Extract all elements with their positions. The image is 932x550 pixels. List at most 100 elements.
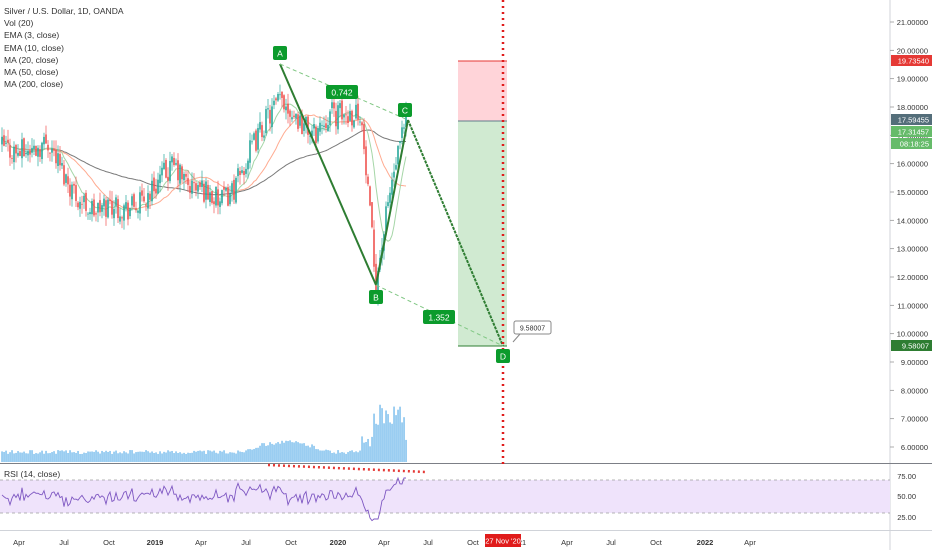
candle bbox=[91, 198, 93, 222]
candle bbox=[219, 197, 221, 215]
candle bbox=[73, 181, 75, 194]
price-tick-label: 12.00000 bbox=[897, 273, 928, 282]
candle bbox=[49, 152, 51, 162]
volume-bar bbox=[225, 453, 227, 462]
candle bbox=[189, 180, 191, 200]
candle bbox=[103, 194, 105, 216]
volume-bar bbox=[299, 443, 301, 462]
candle bbox=[399, 140, 401, 150]
candle bbox=[55, 140, 57, 169]
candle bbox=[57, 145, 59, 174]
volume-bar bbox=[283, 442, 285, 462]
point-b-label[interactable]: B bbox=[369, 290, 383, 304]
volume-bar bbox=[317, 449, 319, 462]
ratio-badge-1352[interactable]: 1.352 bbox=[423, 310, 455, 324]
volume-bar bbox=[43, 453, 45, 462]
volume-bar bbox=[135, 452, 137, 462]
volume-bar bbox=[181, 453, 183, 462]
point-a-label[interactable]: A bbox=[273, 46, 287, 60]
point-d-label[interactable]: D bbox=[496, 349, 510, 363]
volume-bar bbox=[39, 452, 41, 462]
volume-bar bbox=[303, 443, 305, 462]
volume-bar bbox=[395, 415, 397, 462]
candle bbox=[37, 145, 39, 167]
volume-bar bbox=[377, 424, 379, 462]
candle bbox=[271, 98, 273, 134]
volume-bar bbox=[89, 451, 91, 462]
point-a-text: A bbox=[277, 49, 283, 59]
symbol-title[interactable]: Silver / U.S. Dollar, 1D, OANDA bbox=[4, 6, 124, 16]
volume-bar bbox=[117, 453, 119, 462]
candle bbox=[223, 181, 225, 197]
candle bbox=[145, 202, 147, 211]
candle bbox=[281, 91, 283, 108]
volume-bar bbox=[25, 453, 27, 462]
candle bbox=[391, 172, 393, 201]
candle bbox=[263, 130, 265, 141]
volume-bar bbox=[201, 451, 203, 462]
volume-bar bbox=[329, 450, 331, 462]
time-cursor-badge: 27 Nov '20 bbox=[485, 534, 521, 547]
stop-loss-zone[interactable] bbox=[458, 61, 507, 121]
volume-bar bbox=[285, 440, 287, 462]
candle bbox=[329, 109, 331, 132]
candle bbox=[35, 145, 37, 157]
candle bbox=[367, 173, 369, 187]
rsi-axis[interactable]: 75.00 50.00 25.00 bbox=[897, 472, 916, 522]
indicator-ma20[interactable]: MA (20, close) bbox=[4, 54, 59, 65]
rsi-legend[interactable]: RSI (14, close) bbox=[4, 469, 61, 479]
volume-bar bbox=[323, 450, 325, 462]
time-tick-label: Jul bbox=[423, 538, 433, 547]
candle bbox=[335, 102, 337, 135]
indicator-ema10[interactable]: EMA (10, close) bbox=[4, 42, 64, 53]
candle bbox=[227, 183, 229, 207]
candle bbox=[133, 192, 135, 210]
time-axis[interactable]: Apr Jul Oct 2019 Apr Jul Oct 2020 Apr Jul Oct 21 Apr… bbox=[13, 538, 756, 547]
leg-ab bbox=[279, 63, 377, 286]
volume-bar bbox=[399, 406, 401, 462]
volume-bar bbox=[53, 451, 55, 462]
candle bbox=[165, 158, 167, 179]
volume-bar bbox=[173, 453, 175, 462]
candle bbox=[225, 186, 227, 193]
time-tick-label: Jul bbox=[59, 538, 69, 547]
volume-bar bbox=[129, 450, 131, 462]
indicator-ma200[interactable]: MA (200, close) bbox=[4, 79, 64, 90]
volume-bar bbox=[23, 451, 25, 462]
candle bbox=[363, 118, 365, 155]
ratio-1352-text: 1.352 bbox=[428, 313, 450, 323]
volume-bar bbox=[5, 450, 7, 462]
candle bbox=[83, 192, 85, 209]
volume-bar bbox=[401, 422, 403, 462]
candle bbox=[289, 108, 291, 127]
indicator-ema3[interactable]: EMA (3, close) bbox=[4, 30, 60, 41]
volume-bar bbox=[121, 453, 123, 462]
indicator-ma50[interactable]: MA (50, close) bbox=[4, 67, 59, 78]
target-callout[interactable]: 9.58007 bbox=[512, 320, 552, 343]
ratio-badge-0742[interactable]: 0.742 bbox=[326, 85, 358, 99]
candle bbox=[9, 138, 11, 166]
candle bbox=[17, 144, 19, 158]
volume-bar bbox=[35, 453, 37, 462]
candle bbox=[239, 166, 241, 185]
volume-bar bbox=[217, 453, 219, 462]
take-profit-zone[interactable] bbox=[458, 121, 507, 346]
candle bbox=[211, 191, 213, 205]
volume-bar bbox=[153, 452, 155, 462]
point-c-label[interactable]: C bbox=[398, 103, 412, 117]
volume-bar bbox=[253, 448, 255, 462]
candle bbox=[349, 103, 351, 122]
candle bbox=[153, 171, 155, 199]
volume-bar bbox=[105, 450, 107, 462]
volume-bar bbox=[327, 450, 329, 462]
candle bbox=[393, 163, 395, 187]
rsi-divergence-line[interactable] bbox=[267, 463, 427, 474]
volume-bar bbox=[123, 451, 125, 462]
candle bbox=[253, 131, 255, 141]
ema-price-text: 17.31457 bbox=[898, 128, 929, 137]
volume-bar bbox=[109, 450, 111, 462]
price-axis[interactable]: 21.0000020.0000019.0000018.0000017.00000… bbox=[890, 18, 928, 452]
indicator-vol[interactable]: Vol (20) bbox=[4, 18, 34, 29]
candle bbox=[51, 140, 53, 162]
